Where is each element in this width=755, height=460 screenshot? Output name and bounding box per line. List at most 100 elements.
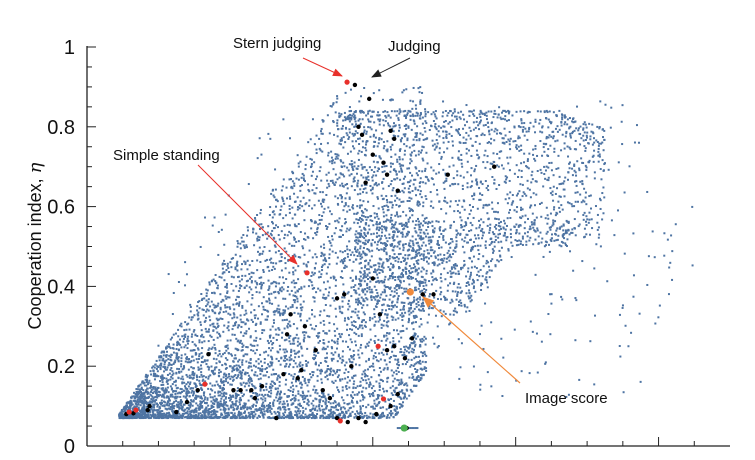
background-point xyxy=(585,134,588,137)
background-point xyxy=(245,332,248,335)
background-point xyxy=(532,153,535,156)
background-point xyxy=(355,333,358,336)
background-point xyxy=(543,150,546,153)
background-point xyxy=(388,287,391,290)
background-point xyxy=(256,259,259,262)
background-point xyxy=(494,235,497,238)
background-point xyxy=(465,233,468,236)
background-point xyxy=(472,198,475,201)
background-point xyxy=(404,254,407,257)
background-point xyxy=(397,257,400,260)
background-point xyxy=(396,235,399,238)
background-point xyxy=(283,247,286,250)
background-point xyxy=(277,292,280,295)
background-point xyxy=(366,274,369,277)
background-point xyxy=(349,414,352,417)
background-point xyxy=(277,398,280,401)
background-point xyxy=(315,256,318,259)
background-point xyxy=(246,372,249,375)
background-point xyxy=(506,217,509,220)
background-point xyxy=(470,185,473,188)
background-point xyxy=(164,401,167,404)
background-point xyxy=(509,232,512,235)
background-point xyxy=(584,164,587,167)
background-point xyxy=(171,383,174,386)
background-point xyxy=(272,336,275,339)
background-point xyxy=(197,368,200,371)
background-point xyxy=(236,387,239,390)
background-point xyxy=(322,254,325,257)
background-point xyxy=(207,413,210,416)
background-point xyxy=(205,294,208,297)
background-point xyxy=(490,321,493,324)
background-point xyxy=(484,180,487,183)
background-point xyxy=(663,232,666,235)
background-point xyxy=(316,230,319,233)
background-point xyxy=(277,234,280,237)
background-point xyxy=(402,401,405,404)
background-point xyxy=(155,359,158,362)
background-point xyxy=(273,321,276,324)
background-point xyxy=(373,323,376,326)
background-point xyxy=(384,234,387,237)
background-point xyxy=(378,366,381,369)
background-point xyxy=(230,257,233,260)
background-point xyxy=(376,302,379,305)
background-point xyxy=(154,395,157,398)
background-point xyxy=(392,306,395,309)
background-point xyxy=(588,159,591,162)
background-point xyxy=(222,406,225,409)
background-point xyxy=(517,224,520,227)
background-point xyxy=(471,180,474,183)
background-point xyxy=(385,324,388,327)
background-point xyxy=(331,417,334,420)
background-point xyxy=(418,137,421,140)
background-point xyxy=(469,129,472,132)
background-point xyxy=(336,376,339,379)
background-point xyxy=(417,304,420,307)
background-point xyxy=(621,104,624,107)
background-point xyxy=(488,133,491,136)
background-point xyxy=(392,316,395,319)
background-point xyxy=(422,255,425,258)
background-point xyxy=(184,353,187,356)
background-point xyxy=(412,100,415,103)
background-point xyxy=(291,180,294,183)
background-point xyxy=(240,268,243,271)
background-point xyxy=(346,323,349,326)
background-point xyxy=(494,210,497,213)
background-point xyxy=(231,370,234,373)
background-point xyxy=(256,344,259,347)
background-point xyxy=(261,405,264,408)
background-point xyxy=(364,239,367,242)
background-point xyxy=(445,136,448,139)
background-point xyxy=(197,317,200,320)
background-point xyxy=(259,373,262,376)
background-point xyxy=(571,120,574,123)
background-point xyxy=(364,264,367,267)
background-point xyxy=(200,352,203,355)
background-point xyxy=(413,178,416,181)
background-point xyxy=(428,295,431,298)
background-point xyxy=(471,205,474,208)
background-point xyxy=(369,219,372,222)
background-point xyxy=(583,145,586,148)
background-point xyxy=(246,268,249,271)
background-point xyxy=(320,132,323,135)
background-point xyxy=(198,339,201,342)
background-point xyxy=(434,277,437,280)
background-point xyxy=(138,395,141,398)
background-point xyxy=(235,364,238,367)
background-point xyxy=(322,201,325,204)
background-point xyxy=(515,210,518,213)
background-point xyxy=(318,400,321,403)
background-point xyxy=(266,393,269,396)
background-point xyxy=(477,219,480,222)
background-point xyxy=(186,415,189,418)
background-point xyxy=(234,354,237,357)
background-point xyxy=(465,120,468,123)
background-point xyxy=(467,281,470,284)
background-point xyxy=(370,128,373,131)
background-point xyxy=(150,388,153,391)
background-point xyxy=(568,202,571,205)
